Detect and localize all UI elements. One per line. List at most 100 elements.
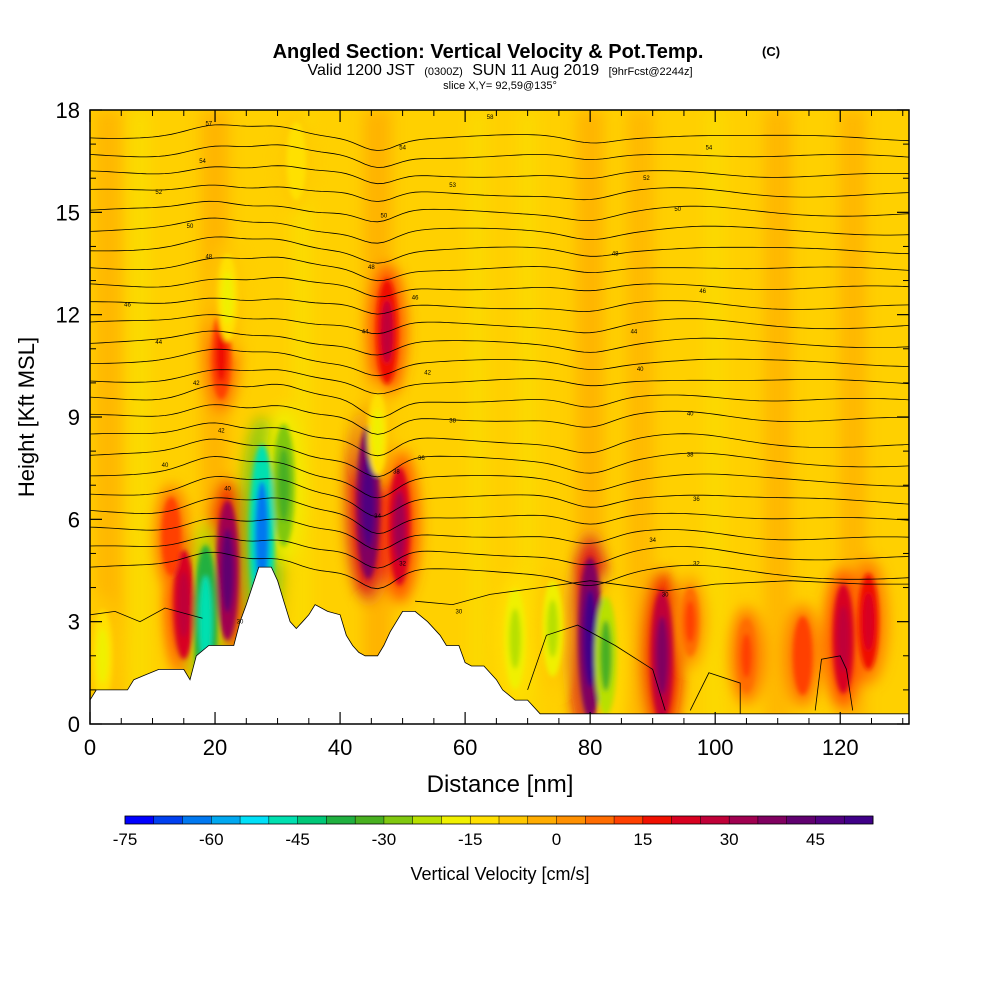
velocity-streak [705, 110, 726, 724]
isentrope-label: 36 [418, 456, 425, 462]
velocity-cell-core [290, 137, 302, 185]
valid-zulu: (0300Z) [424, 66, 463, 78]
isentrope-label: 32 [693, 562, 700, 568]
isentrope-line [90, 314, 909, 335]
velocity-cell-core [221, 271, 234, 324]
isentrope-label: 30 [456, 609, 463, 615]
isentrope-line [90, 124, 909, 151]
isentrope-line [689, 672, 741, 714]
isentrope-label: 32 [399, 562, 406, 568]
colorbar-swatch [786, 816, 816, 824]
colorbar-swatch [614, 816, 644, 824]
isentrope-line [90, 200, 909, 223]
y-tick-label: 9 [68, 405, 80, 430]
colorbar-swatch [412, 816, 442, 824]
colorbar-swatch [211, 816, 241, 824]
velocity-cell-core [199, 575, 213, 668]
isentrope-line [90, 476, 909, 518]
colorbar-swatch [153, 816, 183, 824]
colorbar-swatch [355, 816, 385, 824]
colorbar-swatch [556, 816, 586, 824]
isentrope-label: 48 [612, 251, 619, 257]
velocity-field [90, 110, 887, 724]
colorbar-tick-label: 30 [720, 830, 739, 849]
velocity-cell-core [741, 633, 752, 679]
isentrope-label: 42 [218, 429, 225, 435]
isentrope-label: 42 [424, 371, 431, 377]
velocity-cell-core [684, 600, 696, 643]
colorbar-swatch [268, 816, 298, 824]
isentrope-label: 40 [687, 412, 694, 418]
isentrope-label: 34 [374, 514, 381, 520]
isentrope-label: 44 [362, 330, 369, 336]
velocity-cell-core [177, 571, 190, 638]
colorbar-tick-label: -75 [113, 830, 138, 849]
velocity-cell-core [546, 599, 559, 658]
colorbar-label: Vertical Velocity [cm/s] [410, 864, 589, 884]
terrain-profile [90, 566, 909, 724]
isentrope-label: 46 [412, 296, 419, 302]
x-tick-label: 120 [822, 735, 859, 760]
isentrope-line [90, 535, 909, 569]
velocity-cell-core [215, 329, 227, 382]
y-tick-label: 18 [56, 98, 80, 123]
velocity-cell-core [599, 620, 612, 692]
isentrope-label: 42 [193, 381, 200, 387]
colorbar-tick-label: -30 [372, 830, 397, 849]
isentrope-label: 53 [449, 183, 456, 189]
colorbar-swatch [815, 816, 845, 824]
forecast-info: [9hrFcst@2244z] [609, 66, 693, 78]
velocity-cell-core [862, 592, 875, 651]
colorbar-tick-label: 0 [552, 830, 561, 849]
colorbar-swatch [125, 816, 155, 824]
plot-area: 57 58 54 54 54 52 53 52 50 50 50 48 48 48 46 46 46 44 44 44… [90, 110, 909, 724]
velocity-cell-core [165, 512, 177, 561]
velocity-streak [292, 110, 313, 724]
isentrope-label: 40 [224, 487, 231, 493]
isentrope-label: 46 [699, 289, 706, 295]
velocity-cell-core [221, 528, 234, 613]
valid-time-line: Valid 1200 JST (0300Z) SUN 11 Aug 2019 [… [307, 62, 692, 79]
isentrope-labels: 57 58 54 54 54 52 53 52 50 50 50 48 48 48 46 46 46 44 44 44… [124, 115, 713, 626]
x-tick-label: 0 [84, 735, 96, 760]
isentrope-line [90, 404, 909, 435]
isentrope-line [90, 456, 909, 499]
isentrope-label: 40 [162, 463, 169, 469]
isentrope-label: 52 [155, 190, 162, 196]
y-tick-label: 0 [68, 712, 80, 737]
isentrope-label: 57 [205, 122, 212, 128]
velocity-cell-core [655, 616, 669, 696]
colorbar-swatch [297, 816, 327, 824]
x-axis-label: Distance [nm] [427, 771, 574, 798]
x-tick-label: 80 [578, 735, 602, 760]
isentrope-label: 52 [643, 176, 650, 182]
x-tick-label: 40 [328, 735, 352, 760]
isentrope-label: 44 [631, 330, 638, 336]
colorbar-swatch [182, 816, 212, 824]
velocity-cell-core [361, 456, 375, 549]
isentrope-line [90, 217, 909, 244]
colorbar-swatch [441, 816, 471, 824]
y-tick-label: 3 [68, 610, 80, 635]
velocity-streak [467, 110, 488, 724]
valid-prefix: Valid 1200 JST [307, 62, 415, 79]
x-tick-label: 20 [203, 735, 227, 760]
isentrope-line [90, 165, 909, 185]
velocity-cell-core [393, 490, 406, 562]
velocity-cell-core [96, 628, 109, 684]
isentrope-line [90, 236, 909, 264]
velocity-cell-core [509, 608, 521, 669]
isentrope-label: 46 [124, 302, 131, 308]
isentrope-line [90, 422, 909, 457]
colorbar-swatch [240, 816, 270, 824]
isentrope-line [814, 655, 854, 711]
colorbar-swatch [383, 816, 413, 824]
isentrope-label: 50 [187, 224, 194, 230]
isentrope-line [90, 184, 909, 202]
colorbar-tick-label: -15 [458, 830, 483, 849]
chart-title: Angled Section: Vertical Velocity & Pot.… [273, 41, 704, 63]
isentrope-line [415, 580, 909, 606]
y-axis-label: Height [Kft MSL] [14, 337, 39, 497]
